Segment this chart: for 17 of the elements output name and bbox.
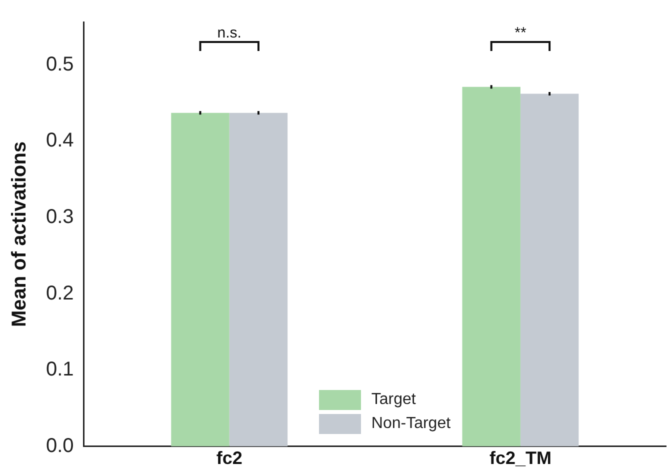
annotation: n.s. (217, 24, 242, 42)
bar (171, 112, 230, 446)
y-tick-label: 0.5 (46, 53, 74, 76)
y-tick-label: 0.2 (46, 282, 74, 304)
x-tick-label: fc2 (216, 448, 242, 468)
legend-label: Target (371, 391, 416, 410)
y-tick-label: 0.3 (46, 206, 74, 228)
y-axis-title: Mean of activations (8, 141, 31, 328)
x-tick-label: fc2_TM (489, 448, 552, 468)
annotation: ** (514, 24, 526, 42)
bar (229, 112, 288, 446)
y-tick-label: 0.1 (46, 358, 74, 381)
bar (462, 86, 520, 446)
y-tick-label: 0.0 (46, 434, 74, 457)
bar (520, 94, 579, 446)
legend-label: Non-Target (371, 415, 451, 434)
y-tick-label: 0.4 (46, 130, 74, 152)
